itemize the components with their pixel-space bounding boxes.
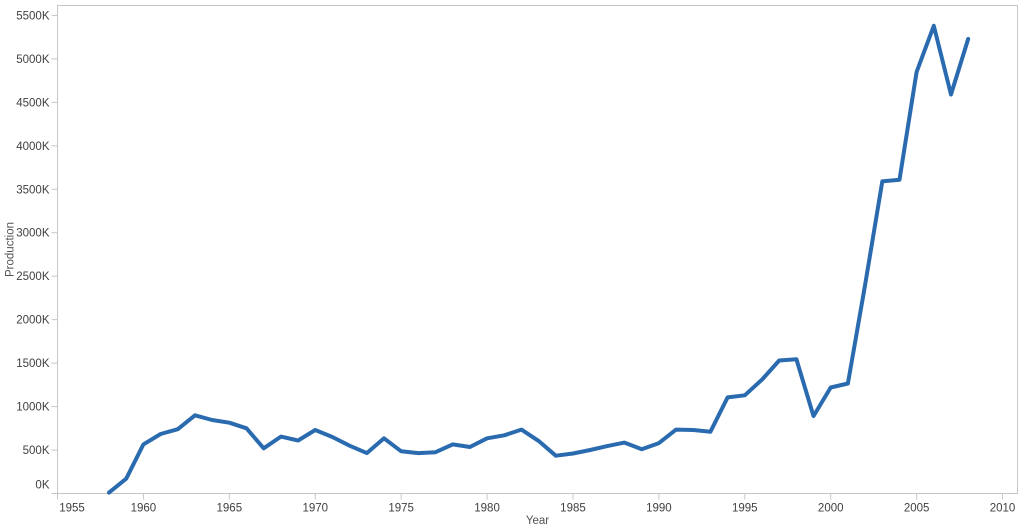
x-tick-label: 1960 (131, 503, 157, 515)
y-tick-label: 2500K (16, 271, 50, 283)
y-axis-title: Production (5, 222, 17, 277)
x-axis-tick-labels: 1955 1960 1965 1970 1975 1980 1985 1990 1995 2000… (59, 503, 1015, 515)
y-tick-label: 4000K (16, 141, 50, 153)
y-tick-label: 0K (35, 480, 49, 492)
x-tick-label: 2000 (818, 503, 844, 515)
x-tick-label: 1975 (388, 503, 414, 515)
y-tick-label: 3000K (16, 228, 50, 240)
y-tick-label: 5000K (16, 54, 50, 66)
x-tick-label: 1970 (302, 503, 328, 515)
y-tick-label: 3500K (16, 184, 50, 196)
y-tick-label: 4500K (16, 97, 50, 109)
x-tick-label: 1980 (474, 503, 500, 515)
x-tick-label: 1965 (217, 503, 243, 515)
x-tick-label: 1985 (560, 503, 586, 515)
x-tick-label: 1955 (59, 503, 85, 515)
plot-area-border (57, 5, 1018, 494)
x-tick-label: 2005 (904, 503, 930, 515)
x-tick-label: 2010 (990, 503, 1016, 515)
x-tick-label: 1990 (646, 503, 672, 515)
y-axis-tick-labels: 0K 500K 1000K 1500K 2000K 2500K 3000K 3500K 4000… (16, 10, 50, 491)
y-axis-ticks (51, 14, 58, 494)
y-tick-label: 5500K (16, 10, 50, 22)
x-axis-ticks (57, 493, 1004, 500)
y-tick-label: 1000K (16, 402, 50, 414)
y-tick-label: 500K (23, 445, 50, 457)
x-tick-label: 1995 (732, 503, 758, 515)
x-axis-title: Year (526, 515, 549, 527)
y-tick-label: 1500K (16, 358, 50, 370)
production-line-series (107, 23, 971, 495)
y-tick-label: 2000K (16, 315, 50, 327)
